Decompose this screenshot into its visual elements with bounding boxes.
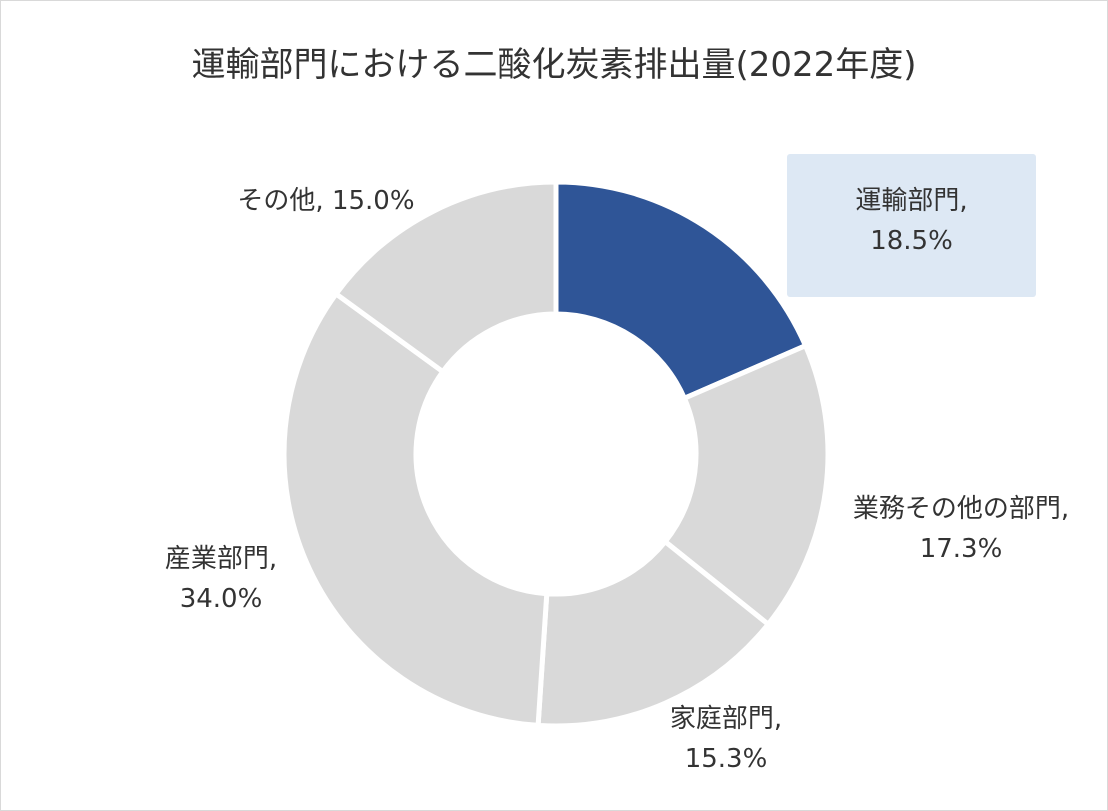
slice-household <box>535 538 772 729</box>
data-label-commercial: 業務その他の部門, 17.3% <box>821 489 1101 569</box>
data-label-other: その他, 15.0% <box>211 181 441 221</box>
data-label-transport-value: 18.5% <box>870 226 953 256</box>
slice-commercial <box>661 342 831 628</box>
highlight-callout <box>787 154 1036 297</box>
slice-transport <box>553 179 809 402</box>
slice-industry <box>281 290 550 729</box>
data-label-transport-name: 運輸部門, <box>855 186 968 216</box>
data-label-household: 家庭部門, 15.3% <box>601 699 851 779</box>
data-label-industry-value: 34.0% <box>179 584 263 614</box>
chart-title: 運輸部門における二酸化炭素排出量(2022年度) <box>191 45 917 85</box>
data-label-other-value: 15.0% <box>331 186 415 216</box>
slice-other <box>332 179 559 376</box>
data-label-commercial-value: 17.3% <box>919 534 1003 564</box>
data-label-industry: 産業部門, 34.0% <box>111 539 331 619</box>
data-label-household-value: 15.3% <box>684 744 768 774</box>
data-label-other-name: その他, <box>237 186 324 216</box>
data-label-commercial-name: 業務その他の部門, <box>852 494 1070 524</box>
data-label-household-name: 家庭部門, <box>669 704 783 734</box>
data-label-transport: 運輸部門, 18.5% <box>787 181 1036 261</box>
data-label-industry-name: 産業部門, <box>164 544 278 574</box>
